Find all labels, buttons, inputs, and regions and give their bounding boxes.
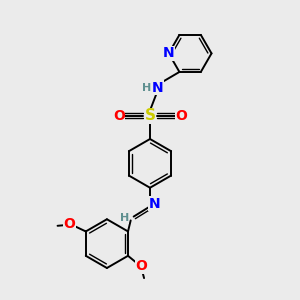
Text: N: N [152, 81, 163, 94]
Text: O: O [113, 109, 125, 123]
Text: H: H [142, 82, 152, 93]
Text: S: S [145, 108, 155, 123]
Text: N: N [148, 196, 160, 211]
Text: N: N [163, 46, 175, 60]
Text: O: O [175, 109, 187, 123]
Text: O: O [64, 217, 75, 231]
Text: O: O [135, 259, 147, 273]
Text: H: H [119, 213, 129, 224]
